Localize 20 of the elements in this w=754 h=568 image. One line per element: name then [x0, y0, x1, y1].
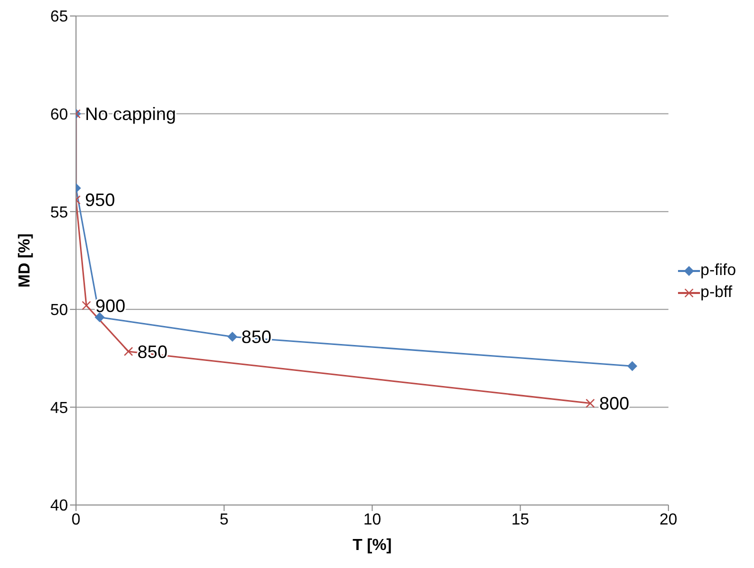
point [586, 398, 595, 408]
annotation: 800 [599, 394, 630, 414]
x-tick-label: 15 [511, 511, 530, 528]
annotation: No capping [85, 104, 176, 124]
point [627, 361, 638, 372]
x-tick-label: 0 [72, 511, 81, 528]
x-tick-label: 5 [220, 511, 229, 528]
legend-label: p-fifo [700, 262, 736, 280]
annotation: 950 [85, 190, 116, 210]
y-tick-label: 60 [50, 106, 68, 124]
y-axis-title: MD [%] [16, 233, 34, 288]
x-tick-label: 20 [660, 511, 678, 528]
y-tick-label: 45 [50, 400, 68, 417]
x-axis-title: T [%] [352, 537, 392, 554]
x-tick-label: 10 [363, 511, 382, 528]
legend-label: p-bff [700, 284, 732, 302]
y-tick-label: 55 [50, 204, 68, 222]
y-tick-label: 65 [50, 8, 68, 26]
y-tick-label: 50 [50, 302, 68, 320]
y-tick-label: 40 [50, 498, 68, 515]
